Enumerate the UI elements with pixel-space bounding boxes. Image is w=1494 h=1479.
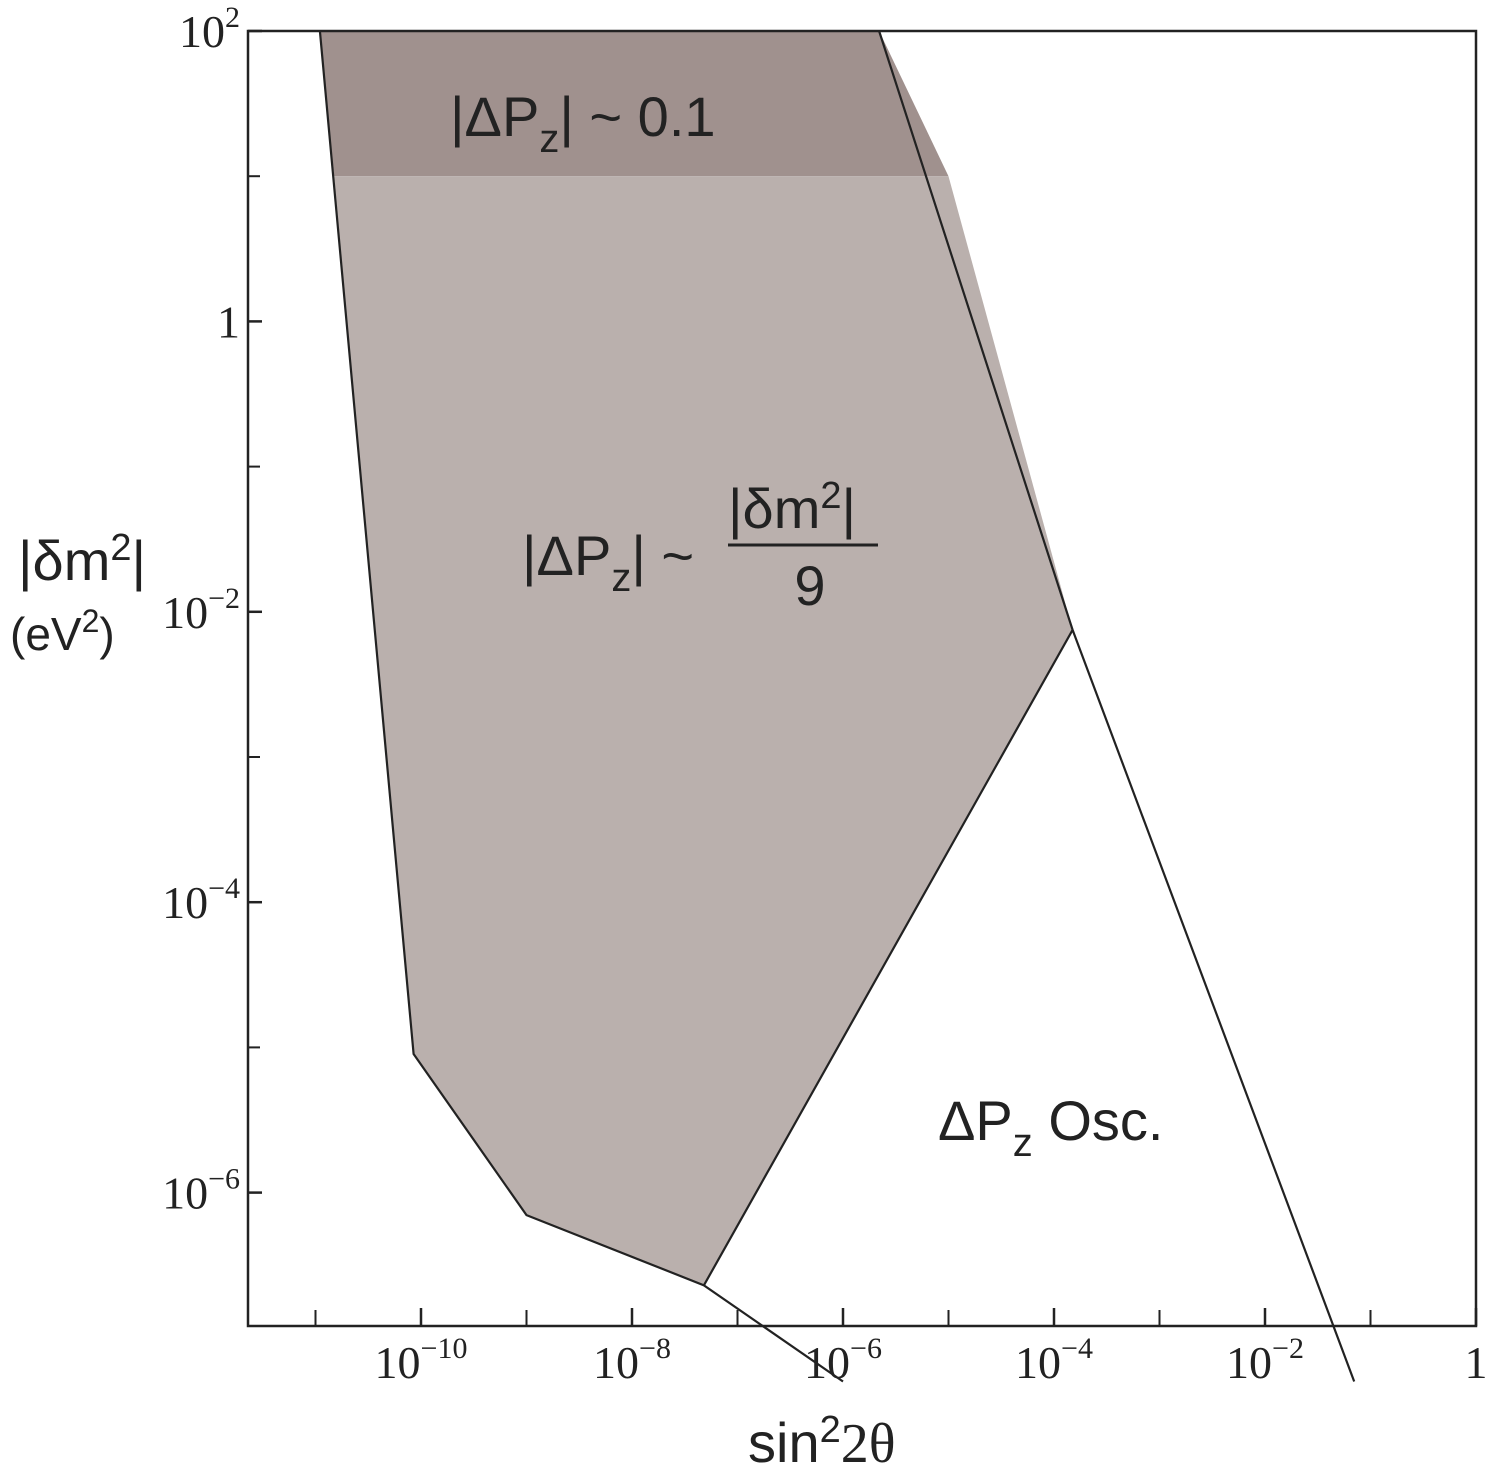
x-tick-label: 10−8	[593, 1332, 671, 1388]
plot-frame	[246, 29, 1478, 1328]
x-axis-label: sin22θ	[748, 1409, 896, 1475]
y-axis-label-line1: |δm2|	[18, 527, 146, 592]
region-fill-0	[319, 31, 949, 177]
x-tick-label: 10−6	[804, 1332, 882, 1388]
fraction-denominator: 9	[794, 554, 825, 617]
y-axis-label-line2: (eV2)	[10, 603, 115, 660]
y-tick-label: 102	[179, 1, 240, 57]
regions-layer	[319, 31, 1073, 1286]
ticks-layer	[248, 29, 1478, 1326]
y-tick-label: 10−4	[162, 872, 240, 928]
fraction-numerator: |δm2|	[728, 475, 856, 540]
region-fill-1	[334, 176, 1073, 1286]
boundary-lines-layer	[318, 30, 1356, 1383]
x-tick-label: 1	[1465, 1337, 1488, 1388]
region-label-top: |ΔPz| ~ 0.1	[450, 85, 716, 161]
region-label-middle: |ΔPz| ~ |δm2| 9	[522, 475, 878, 617]
inner-boundary	[702, 629, 1074, 1286]
x-tick-label: 10−10	[375, 1332, 468, 1388]
x-tick-label: 10−2	[1226, 1332, 1304, 1388]
svg-text:|ΔPz| ~: |ΔPz| ~	[522, 524, 694, 600]
region-label-osc: ΔPz Osc.	[938, 1089, 1163, 1165]
tick-labels-layer: 10−10 10−8 10−6 10−4 10−2 1 102 1 10−2 10−4 10−6	[162, 1, 1487, 1388]
y-tick-label: 10−6	[162, 1163, 240, 1219]
y-tick-label: 1	[217, 296, 240, 347]
left-boundary	[318, 30, 844, 1383]
x-tick-label: 10−4	[1015, 1332, 1093, 1388]
y-tick-label: 10−2	[162, 582, 240, 638]
